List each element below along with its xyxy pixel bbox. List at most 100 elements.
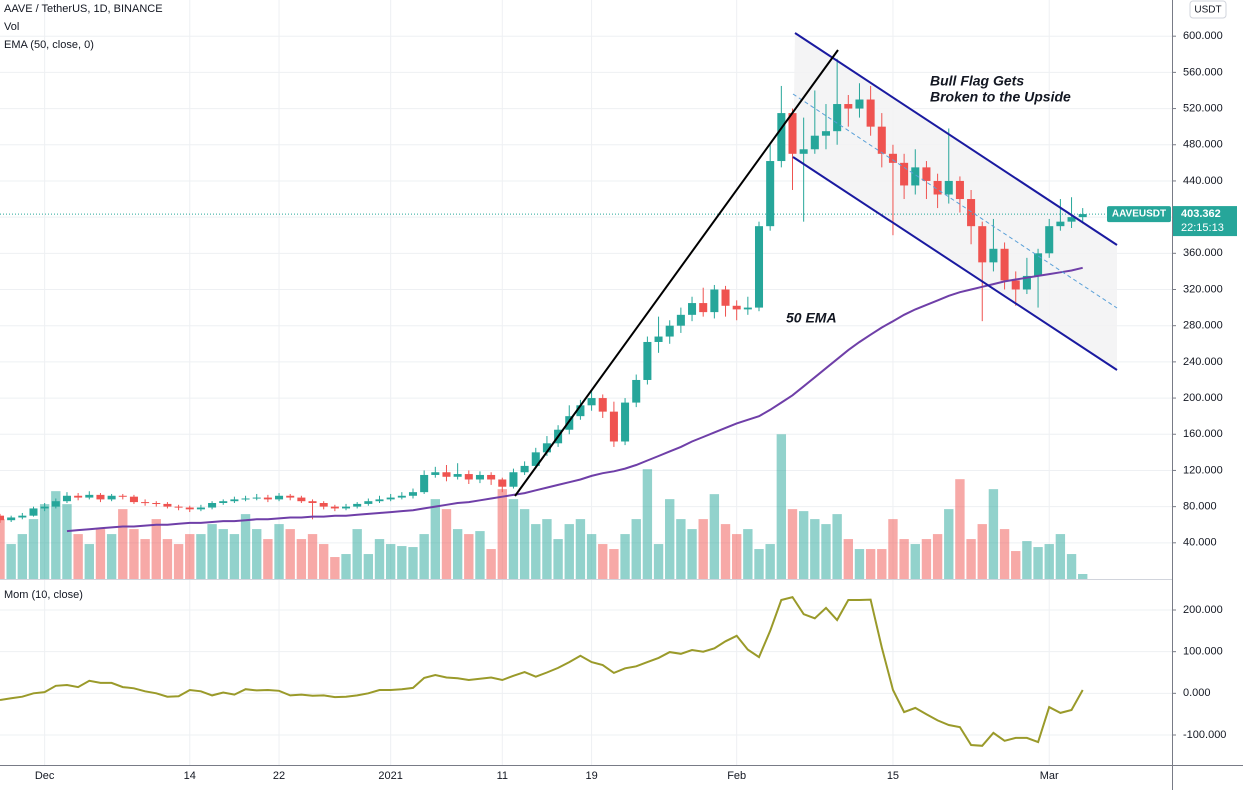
candle-body [364,501,373,504]
candle-body [1078,214,1087,218]
last-price: 403.362 [1181,208,1221,220]
candle-body [174,506,183,508]
volume-bar [51,491,61,579]
candle-body [0,515,5,521]
volume-bar [1033,547,1043,579]
volume-bar [162,539,173,579]
candle-body [1000,248,1009,281]
symbol-label: AAVEUSDT [1112,209,1166,220]
volume-bar [519,509,530,579]
volume-bar [832,514,842,579]
candle-body [397,495,406,498]
candle-body [141,502,150,504]
candle-body [654,336,663,342]
candle-body [531,452,540,466]
price-box [1173,206,1237,237]
currency[interactable]: USDT [1194,5,1221,16]
volume-bar [765,544,775,579]
volume-bar [118,509,128,579]
volume-bar [910,544,920,579]
volume-bar [419,534,429,579]
volume-bar [542,519,552,579]
volume-bar [385,544,396,579]
candle-body [877,126,886,154]
y-tick-label: 280.000 [1183,320,1223,332]
volume-bar [173,544,184,579]
volume-bar [888,519,898,579]
volume-bar [631,519,641,579]
volume-bar [854,549,865,579]
volume-bar [653,544,664,579]
x-tick-label: 2021 [378,770,402,782]
volume-bar [731,534,742,579]
volume-bar [776,434,787,579]
candle-body [263,497,272,500]
candle-body [911,167,920,186]
x-tick-label: 22 [273,770,285,782]
volume-bar [821,524,831,579]
candle-body [799,149,808,154]
channel-lower [792,156,1118,371]
candle-body [855,99,864,109]
candle-body [152,503,161,505]
volume-bar [285,529,295,579]
candle-body [721,289,730,306]
volume-bar [944,509,954,579]
volume-bar [263,539,273,579]
x-tick-label: Dec [35,770,55,782]
volume-bar [464,534,474,579]
candle-body [576,405,585,417]
candle-body [833,104,842,132]
candle-body [1067,217,1076,222]
flag-pole [514,49,839,497]
volume-bar [687,529,697,579]
candle-body [74,495,83,498]
candle-body [464,474,473,480]
candle-body [342,506,351,509]
volume-bar [252,529,262,579]
candle-body [196,507,205,510]
candle-body [420,474,429,493]
volume-bar [865,549,876,579]
x-tick-label: 15 [887,770,899,782]
volume-bar [274,524,284,579]
volume-layer [0,434,1088,579]
candle-body [1056,221,1065,227]
volume-bar [720,524,731,579]
candle-body [62,495,71,502]
candle-body [788,113,797,154]
volume-bar [28,519,39,579]
y-tick-label: 100.000 [1183,646,1223,658]
candle-body [844,104,853,109]
candle-body [810,135,819,150]
y-tick-label: 200.000 [1183,604,1223,616]
channel-upper [794,32,1118,246]
volume-bar [743,529,753,579]
currency-box[interactable] [1189,0,1227,19]
volume-bar [921,539,932,579]
candle-body [922,167,931,181]
y-tick-label: 560.000 [1183,66,1223,78]
y-tick-label: 80.000 [1183,501,1217,513]
candle-body [275,495,284,500]
volume-bar [810,519,820,579]
volume-bar [452,529,463,579]
candle-body [989,248,998,263]
candle-body [219,501,228,504]
volume-bar [843,539,853,579]
candle-body [699,303,708,313]
candle-body [375,499,384,502]
volume-bar [84,544,94,579]
candle-body [643,341,652,380]
candle-body [676,314,685,326]
y-tick-label: 160.000 [1183,428,1223,440]
y-tick-label: 200.000 [1183,392,1223,404]
candle-body [29,508,38,516]
candle-body [621,402,630,442]
candle-body [598,398,607,412]
annotation: 50 EMA [786,310,837,326]
candle-body [107,495,116,500]
volume-bar [39,504,50,579]
candle-body [710,289,719,313]
candle-body [1011,280,1020,290]
